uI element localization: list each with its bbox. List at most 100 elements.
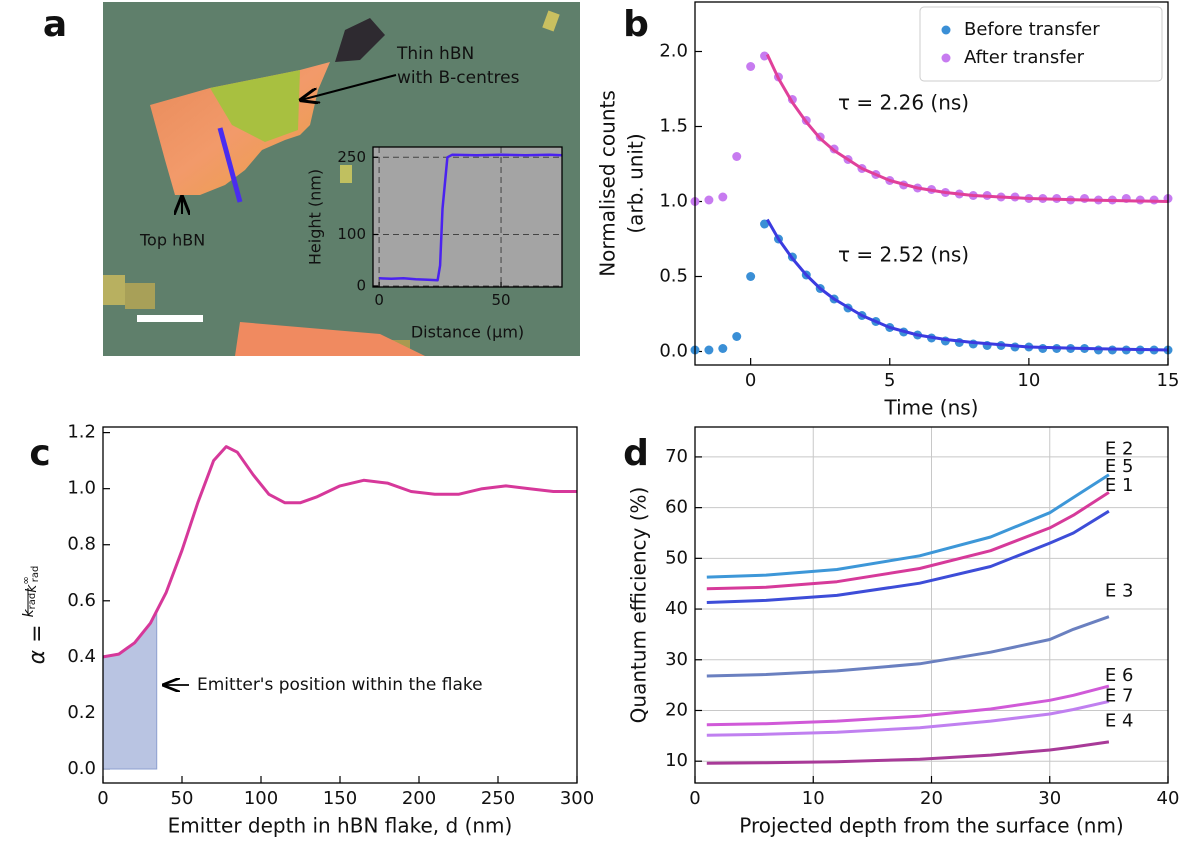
y-tick-label: 30 bbox=[665, 649, 688, 670]
data-point bbox=[732, 332, 742, 341]
x-axis-label: Distance (μm) bbox=[411, 323, 524, 342]
data-line bbox=[706, 699, 1110, 737]
data-line bbox=[706, 491, 1110, 591]
data-point bbox=[746, 62, 756, 71]
y-tick-label: 0 bbox=[356, 276, 366, 294]
y-tick-label: 0.4 bbox=[67, 646, 96, 667]
data-point bbox=[760, 219, 770, 229]
data-line bbox=[706, 473, 1110, 579]
panel-label: a bbox=[43, 4, 67, 45]
y-axis-label: Height (nm) bbox=[306, 169, 325, 265]
y-tick-label: 1.0 bbox=[659, 191, 688, 212]
x-tick-label: 10 bbox=[802, 788, 825, 809]
y-tick-label: 20 bbox=[665, 699, 688, 720]
x-tick-label: 50 bbox=[171, 788, 194, 809]
y-tick-label: 50 bbox=[665, 547, 688, 568]
data-line bbox=[765, 218, 1169, 352]
series-label: E 2 bbox=[1105, 438, 1134, 459]
y-tick-label: 100 bbox=[337, 225, 366, 243]
shaded-region bbox=[102, 610, 158, 770]
x-tick-label: 40 bbox=[1157, 788, 1180, 809]
data-line bbox=[706, 509, 1110, 604]
y-tick-label: 60 bbox=[665, 497, 688, 518]
data-line bbox=[102, 445, 577, 659]
annotation: Emitter's position within the flake bbox=[197, 675, 483, 695]
series-label: E 3 bbox=[1105, 580, 1134, 601]
annotation: τ = 2.52 (ns) bbox=[838, 243, 969, 267]
series-label: E 4 bbox=[1105, 711, 1134, 732]
data-point bbox=[746, 272, 756, 281]
plot-frame bbox=[102, 426, 578, 784]
x-tick-label: 20 bbox=[920, 788, 943, 809]
y-tick-label: 40 bbox=[665, 598, 688, 619]
legend-marker bbox=[941, 25, 951, 35]
x-tick-label: 150 bbox=[323, 788, 357, 809]
y-tick-label: 250 bbox=[337, 148, 366, 166]
legend-label: After transfer bbox=[964, 47, 1085, 68]
y-axis-label: α = kradk∞rad bbox=[21, 566, 50, 665]
y-axis-label: (arb. unit) bbox=[624, 133, 648, 233]
y-tick-label: 70 bbox=[665, 446, 688, 467]
x-tick-label: 0 bbox=[745, 370, 756, 391]
x-tick-label: 5 bbox=[884, 370, 895, 391]
x-axis-label: Time (ns) bbox=[883, 396, 978, 420]
series-label: E 5 bbox=[1105, 456, 1134, 477]
x-tick-label: 300 bbox=[560, 788, 594, 809]
annotation: τ = 2.26 (ns) bbox=[838, 91, 969, 115]
y-tick-label: 0.0 bbox=[67, 758, 96, 779]
data-line bbox=[379, 153, 563, 282]
y-tick-label: 0.5 bbox=[659, 266, 688, 287]
legend-marker bbox=[941, 53, 951, 63]
data-line bbox=[765, 53, 1169, 203]
data-point bbox=[704, 345, 714, 355]
y-axis-label-part: k bbox=[21, 608, 37, 617]
x-tick-label: 10 bbox=[1017, 370, 1040, 391]
plot-background bbox=[373, 147, 562, 287]
series-label: E 1 bbox=[1105, 475, 1134, 496]
data-line bbox=[706, 740, 1110, 765]
x-axis-label: Emitter depth in hBN flake, d (nm) bbox=[168, 814, 513, 838]
data-line bbox=[706, 684, 1110, 727]
y-tick-label: 1.5 bbox=[659, 116, 688, 137]
series-label: E 6 bbox=[1105, 665, 1134, 686]
y-tick-label: 2.0 bbox=[659, 41, 688, 62]
panel-label: b bbox=[623, 4, 649, 45]
y-axis-label-part: rad bbox=[27, 593, 38, 610]
y-tick-label: 1.2 bbox=[67, 422, 96, 443]
y-axis-label-part: k bbox=[24, 584, 40, 593]
y-axis-label-part: ∞ bbox=[21, 576, 32, 584]
data-point bbox=[732, 152, 742, 161]
x-tick-label: 0 bbox=[689, 788, 700, 809]
annotation: Thin hBN bbox=[396, 44, 474, 64]
y-tick-label: 1.0 bbox=[67, 478, 96, 499]
y-axis-label: Normalised counts bbox=[596, 90, 620, 277]
x-axis-label: Projected depth from the surface (nm) bbox=[739, 814, 1123, 838]
legend-box bbox=[919, 6, 1163, 82]
panel-label: d bbox=[623, 433, 649, 474]
x-tick-label: 50 bbox=[491, 291, 510, 309]
data-line bbox=[706, 615, 1110, 678]
x-tick-label: 30 bbox=[1038, 788, 1061, 809]
y-tick-label: 0.6 bbox=[67, 590, 96, 611]
data-point bbox=[718, 344, 728, 353]
y-tick-label: 0.0 bbox=[659, 341, 688, 362]
x-tick-label: 100 bbox=[244, 788, 278, 809]
series-label: E 7 bbox=[1105, 685, 1134, 706]
annotation: with B-centres bbox=[397, 68, 520, 88]
annotation: Top hBN bbox=[139, 231, 205, 250]
plot-frame bbox=[694, 426, 1169, 784]
legend-label: Before transfer bbox=[964, 19, 1100, 40]
x-tick-label: 0 bbox=[374, 291, 384, 309]
panel-label: c bbox=[29, 433, 50, 474]
data-point bbox=[704, 195, 714, 205]
y-tick-label: 10 bbox=[665, 750, 688, 771]
data-point bbox=[760, 51, 770, 61]
y-axis-label-part: rad bbox=[30, 566, 41, 583]
x-tick-label: 250 bbox=[481, 788, 515, 809]
plot-frame bbox=[372, 146, 563, 288]
y-axis-label-part: α = bbox=[25, 617, 50, 664]
plot-frame bbox=[694, 1, 1169, 366]
y-axis-label: Quantum efficiency (%) bbox=[627, 487, 651, 724]
y-tick-label: 0.8 bbox=[67, 534, 96, 555]
